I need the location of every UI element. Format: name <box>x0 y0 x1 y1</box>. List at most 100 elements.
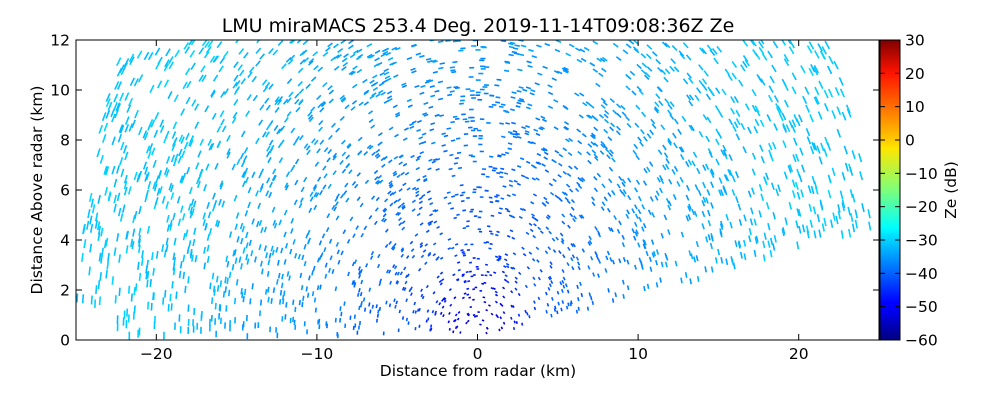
echo-pixel <box>147 260 148 268</box>
echo-pixel <box>114 248 115 256</box>
echo-pixel <box>663 165 666 170</box>
echo-pixel <box>531 90 536 92</box>
echo-pixel <box>349 170 352 174</box>
echo-pixel <box>638 243 640 248</box>
echo-pixel <box>144 52 148 60</box>
echo-pixel <box>314 266 315 271</box>
echo-pixel <box>467 281 470 282</box>
echo-pixel <box>519 87 524 88</box>
echo-pixel <box>270 182 273 187</box>
echo-pixel <box>77 294 78 303</box>
echo-pixel <box>269 49 274 54</box>
echo-pixel <box>829 175 831 183</box>
echo-pixel <box>491 216 494 217</box>
echo-pixel <box>262 269 263 275</box>
echo-pixel <box>170 294 171 301</box>
echo-pixel <box>387 96 391 99</box>
echo-pixel <box>415 234 418 236</box>
echo-pixel <box>373 75 378 78</box>
echo-pixel <box>732 189 734 195</box>
echo-pixel <box>194 201 196 208</box>
echo-pixel <box>608 193 611 197</box>
echo-pixel <box>708 220 710 226</box>
echo-pixel <box>488 305 490 306</box>
echo-pixel <box>221 119 224 125</box>
echo-pixel <box>206 164 209 171</box>
echo-pixel <box>485 275 488 276</box>
echo-pixel <box>450 91 455 92</box>
echo-pixel <box>711 243 713 249</box>
echo-pixel <box>238 65 242 71</box>
echo-pixel <box>234 99 238 105</box>
echo-pixel <box>241 238 243 244</box>
echo-pixel <box>450 70 455 71</box>
echo-pixel <box>639 196 642 201</box>
echo-pixel <box>473 315 475 316</box>
echo-pixel <box>602 184 605 188</box>
echo-pixel <box>513 131 517 132</box>
echo-pixel <box>657 177 660 182</box>
echo-pixel <box>611 228 613 232</box>
echo-pixel <box>686 216 688 222</box>
echo-pixel <box>688 214 690 220</box>
echo-pixel <box>532 56 537 58</box>
echo-pixel <box>279 220 281 225</box>
colorbar-tick-label: 0 <box>905 132 915 150</box>
echo-pixel <box>152 252 153 260</box>
echo-pixel <box>752 89 756 96</box>
echo-pixel <box>456 138 460 139</box>
echo-pixel <box>186 133 189 140</box>
echo-pixel <box>668 110 672 115</box>
echo-pixel <box>425 244 428 246</box>
echo-pixel <box>505 153 509 154</box>
echo-pixel <box>424 103 429 105</box>
echo-pixel <box>495 291 497 292</box>
echo-pixel <box>573 218 576 221</box>
echo-pixel <box>490 202 494 203</box>
echo-pixel <box>131 78 135 86</box>
echo-pixel <box>318 67 323 71</box>
echo-pixel <box>514 327 515 330</box>
echo-pixel <box>770 76 774 83</box>
echo-pixel <box>556 237 558 240</box>
echo-pixel <box>494 85 499 86</box>
echo-pixel <box>156 176 158 184</box>
echo-pixel <box>114 94 118 102</box>
echo-pixel <box>646 251 648 256</box>
echo-pixel <box>496 195 500 196</box>
echo-pixel <box>421 86 426 88</box>
echo-pixel <box>595 251 597 255</box>
echo-pixel <box>84 239 85 248</box>
echo-pixel <box>353 84 358 87</box>
echo-pixel <box>519 272 521 274</box>
echo-pixel <box>821 202 823 210</box>
echo-pixel <box>217 42 222 48</box>
echo-pixel <box>743 40 748 46</box>
echo-pixel <box>501 154 505 155</box>
echo-pixel <box>136 283 137 291</box>
echo-pixel <box>457 262 460 263</box>
echo-pixel <box>150 85 154 93</box>
echo-pixel <box>295 94 299 99</box>
echo-pixel <box>652 212 654 217</box>
echo-pixel <box>468 315 470 316</box>
echo-pixel <box>419 325 420 328</box>
echo-pixel <box>545 170 549 172</box>
echo-pixel <box>342 169 345 173</box>
echo-pixel <box>642 265 643 270</box>
echo-pixel <box>353 182 356 186</box>
echo-pixel <box>683 43 688 48</box>
x-tick-label: −20 <box>140 345 173 363</box>
echo-pixel <box>226 256 227 262</box>
echo-pixel <box>592 197 595 201</box>
echo-pixel <box>192 255 193 262</box>
echo-pixel <box>234 62 238 68</box>
echo-pixel <box>256 48 261 53</box>
echo-pixel <box>618 229 620 233</box>
echo-pixel <box>357 70 362 73</box>
echo-pixel <box>430 95 435 96</box>
echo-pixel <box>604 197 607 201</box>
x-tick-label: −10 <box>301 345 334 363</box>
echo-pixel <box>495 301 497 303</box>
echo-pixel <box>636 105 640 109</box>
